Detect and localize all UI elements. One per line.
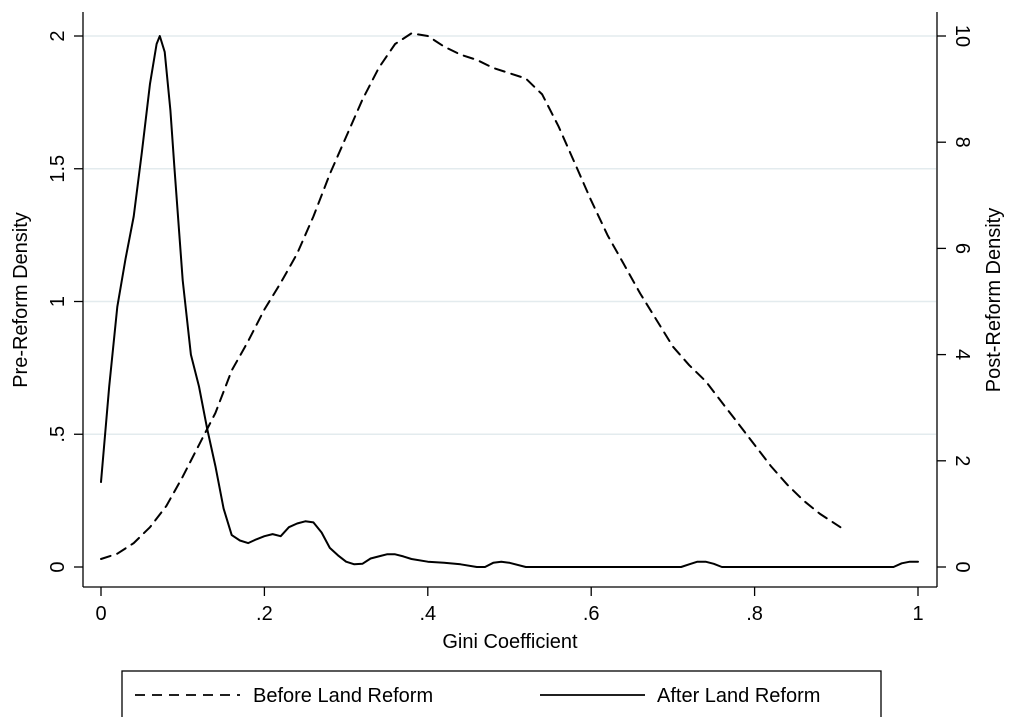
legend: Before Land Reform After Land Reform: [121, 670, 882, 717]
y-left-tick-label: 1.5: [47, 155, 69, 183]
legend-label-before: Before Land Reform: [253, 685, 433, 707]
gridlines: [84, 35, 936, 436]
y-left-tick-label: 0: [47, 561, 69, 572]
series-lines: [100, 32, 919, 568]
y-left-tick-label: .5: [47, 426, 69, 443]
y-right-tick-label: 10: [951, 25, 973, 47]
x-axis-label: Gini Coefficient: [442, 631, 578, 653]
y-right-tick-label: 8: [951, 137, 973, 148]
y-right-tick-label: 4: [951, 349, 973, 360]
series-line-before: [100, 32, 842, 560]
y-right-tick-label: 6: [951, 243, 973, 254]
axes: [82, 12, 938, 588]
x-tick-label: .6: [583, 603, 600, 625]
legend-label-after: After Land Reform: [657, 685, 820, 707]
y-right-tick-label: 0: [951, 561, 973, 572]
y-right-tick-label: 2: [951, 455, 973, 466]
series-line-after: [100, 35, 919, 568]
y-left-tick-label: 1: [47, 296, 69, 307]
legend-box: [121, 670, 882, 717]
x-tick-label: .8: [746, 603, 763, 625]
y-axis-right-label: Post-Reform Density: [983, 208, 1005, 393]
x-tick-label: 1: [912, 603, 923, 625]
y-left-tick-label: 2: [47, 30, 69, 41]
x-tick-label: 0: [95, 603, 106, 625]
x-tick-label: .2: [256, 603, 273, 625]
y-axis-left-label: Pre-Reform Density: [10, 212, 32, 388]
x-tick-label: .4: [419, 603, 436, 625]
